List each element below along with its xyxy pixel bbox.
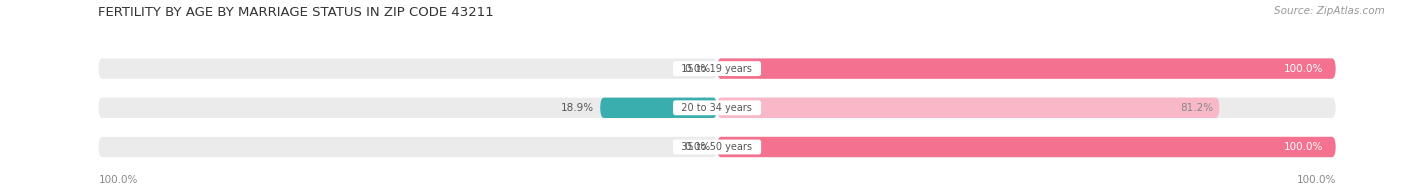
Text: 18.9%: 18.9% [561,103,593,113]
Text: 100.0%: 100.0% [98,175,138,185]
FancyBboxPatch shape [717,58,1336,79]
Text: 35 to 50 years: 35 to 50 years [675,142,759,152]
Text: 0.0%: 0.0% [685,64,711,74]
Text: 0.0%: 0.0% [685,142,711,152]
Text: 15 to 19 years: 15 to 19 years [675,64,759,74]
Text: 81.2%: 81.2% [1180,103,1213,113]
Text: Source: ZipAtlas.com: Source: ZipAtlas.com [1274,6,1385,16]
Text: FERTILITY BY AGE BY MARRIAGE STATUS IN ZIP CODE 43211: FERTILITY BY AGE BY MARRIAGE STATUS IN Z… [98,6,494,19]
FancyBboxPatch shape [717,98,1336,118]
FancyBboxPatch shape [98,58,717,79]
FancyBboxPatch shape [98,98,717,118]
Text: 100.0%: 100.0% [1296,175,1336,185]
FancyBboxPatch shape [717,137,1336,157]
FancyBboxPatch shape [717,58,1336,79]
FancyBboxPatch shape [717,98,1219,118]
FancyBboxPatch shape [98,137,717,157]
Text: 100.0%: 100.0% [1284,142,1323,152]
Text: 20 to 34 years: 20 to 34 years [675,103,759,113]
FancyBboxPatch shape [717,137,1336,157]
Text: 100.0%: 100.0% [1284,64,1323,74]
FancyBboxPatch shape [600,98,717,118]
